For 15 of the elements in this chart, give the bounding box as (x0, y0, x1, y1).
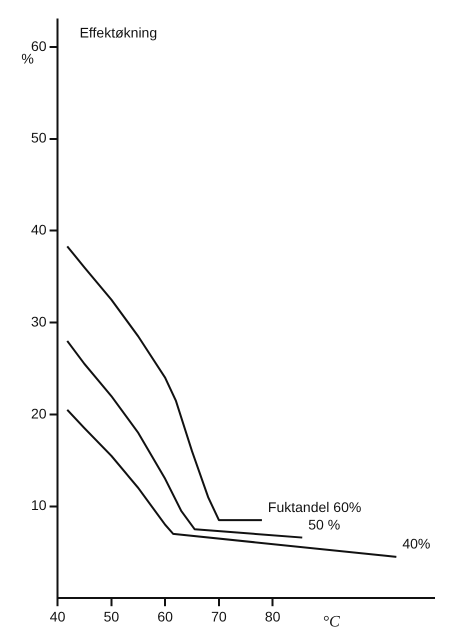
chart-title: Effektøkning (80, 24, 158, 40)
y-tick-label: 30 (30, 313, 47, 330)
y-tick-label: 50 (30, 130, 47, 146)
x-tick-label: 80 (264, 608, 281, 624)
x-tick-label: 50 (104, 608, 120, 624)
x-tick-label: 60 (157, 608, 174, 624)
x-tick-label: 70 (211, 608, 227, 624)
x-axis-title: °C (322, 613, 340, 630)
series-label: 50 % (308, 516, 340, 532)
x-tick-label: 40 (50, 608, 66, 624)
series-label: 40% (402, 536, 430, 552)
y-tick-label: 20 (30, 405, 47, 422)
series-label: Fuktandel 60% (268, 498, 362, 515)
y-tick-label: 10 (30, 497, 47, 514)
y-tick-label: 40 (30, 222, 47, 238)
